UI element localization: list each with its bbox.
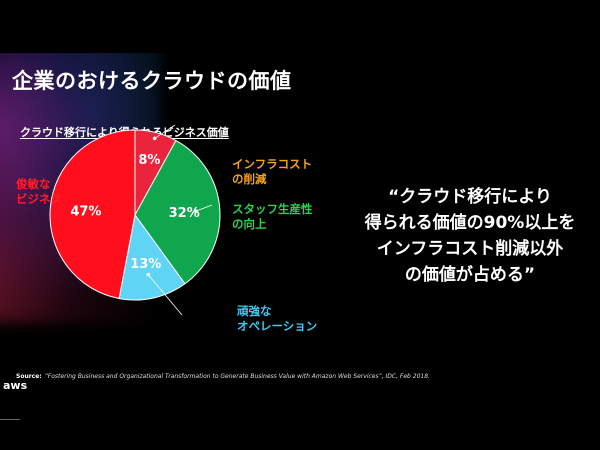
legend-line: スタッフ生産性 [232,202,313,216]
quote-line: “クラウド移行により [388,187,552,207]
quote-line: の価値が占める” [404,265,536,285]
legend-line: の向上 [232,217,267,231]
source-citation: Source: “Fostering Business and Organizat… [16,373,430,380]
leader-line [148,274,183,316]
pie-value-label: 47% [70,204,101,219]
quote-line: 得られる価値の90%以上を [364,213,576,233]
pie-value-label: 13% [130,257,161,272]
leader-line [154,124,176,139]
legend-line: 俊敏な [16,177,51,191]
legend-infra-cost-reduction: インフラコスト の削減 [232,157,312,187]
legend-line: インフラコスト [232,157,313,171]
key-message-quote: “クラウド移行により 得られる価値の90%以上を インフラコスト削減以外 の価値… [345,184,595,288]
slide-title: 企業のおけるクラウドの価値 [12,69,292,93]
source-text: “Fostering Business and Organizational T… [44,373,430,380]
legend-robust-operations: 頑強な オペレーション [237,304,317,334]
pie-slice [49,129,136,300]
source-label: Source: [16,373,42,380]
quote-line: インフラコスト削減以外 [376,239,564,259]
legend-agile-business: 俊敏な ビジネス [16,177,62,207]
pie-slice [134,139,221,285]
legend-line: ビジネス [16,192,62,206]
pie-value-label: 8% [138,153,160,168]
aws-logo: aws [3,379,28,390]
viewer-divider [0,419,20,420]
leader-line [195,204,213,212]
slide: 企業のおけるクラウドの価値 クラウド移行により得られるビジネス価値 8%32%1… [0,53,600,390]
legend-line: 頑強な [237,304,272,318]
pie-chart: 8% 32% 13% 47% [49,124,221,316]
pie-slice [118,213,186,301]
pie-value-label: 32% [169,206,200,221]
legend-staff-productivity: スタッフ生産性 の向上 [232,202,313,232]
legend-line: の削減 [232,172,267,186]
legend-line: オペレーション [237,319,318,333]
